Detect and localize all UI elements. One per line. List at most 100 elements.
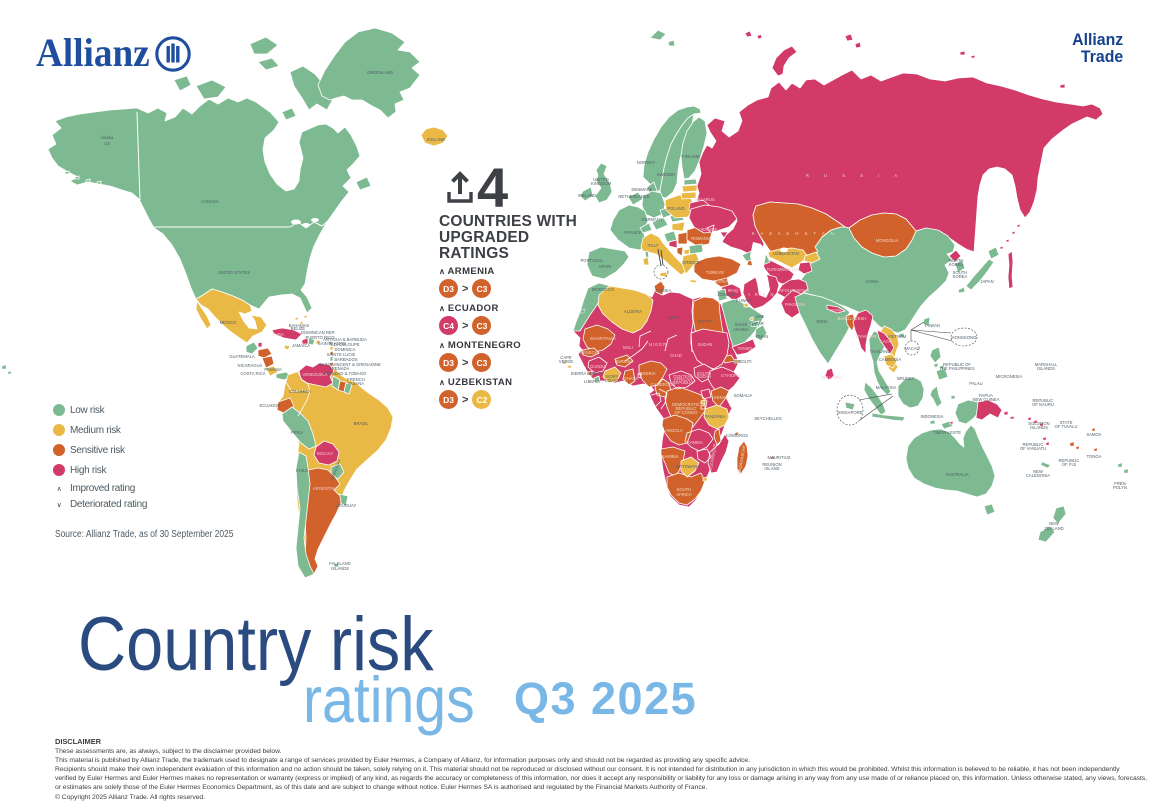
- svg-text:REUNION: REUNION: [762, 462, 781, 467]
- svg-text:MEXICO: MEXICO: [220, 320, 237, 325]
- svg-text:COMOROS: COMOROS: [726, 433, 748, 438]
- svg-text:DEMOCRATIC: DEMOCRATIC: [672, 402, 700, 407]
- svg-text:NICARAGUA: NICARAGUA: [238, 363, 263, 368]
- svg-text:K A Z A K H S T A N: K A Z A K H S T A N: [752, 231, 836, 236]
- svg-text:THE PHILIPPINES: THE PHILIPPINES: [939, 366, 975, 371]
- svg-text:UZBEKISTAN: UZBEKISTAN: [773, 251, 799, 256]
- svg-text:THAILAND: THAILAND: [870, 349, 891, 354]
- svg-text:INDONESIA: INDONESIA: [920, 414, 943, 419]
- svg-text:AUSTRALIA: AUSTRALIA: [945, 472, 968, 477]
- svg-text:CHILE: CHILE: [296, 468, 309, 473]
- svg-text:COAST: COAST: [605, 378, 620, 383]
- svg-text:SOUTH: SOUTH: [953, 270, 968, 275]
- svg-text:NEPAL: NEPAL: [830, 308, 844, 313]
- svg-text:ITALY: ITALY: [647, 243, 658, 248]
- svg-text:Alaska: Alaska: [101, 135, 114, 140]
- svg-text:US: US: [104, 141, 110, 146]
- svg-text:GUADELOUPE: GUADELOUPE: [330, 342, 359, 347]
- svg-text:JORDAN: JORDAN: [717, 292, 734, 297]
- svg-text:OF CONGO: OF CONGO: [675, 410, 699, 415]
- svg-text:BRAZIL: BRAZIL: [354, 421, 369, 426]
- svg-text:LAOS: LAOS: [880, 339, 891, 344]
- svg-text:MONGOLIA: MONGOLIA: [876, 238, 899, 243]
- svg-text:PALAU: PALAU: [969, 381, 982, 386]
- svg-text:OF NAURU: OF NAURU: [1032, 402, 1054, 407]
- svg-text:PUERTO RICO: PUERTO RICO: [306, 335, 336, 340]
- svg-text:CUBA: CUBA: [272, 332, 284, 337]
- svg-text:GUATEMALA: GUATEMALA: [229, 354, 255, 359]
- svg-text:UKRAINE: UKRAINE: [699, 227, 718, 232]
- svg-text:SAINTE LUCIE: SAINTE LUCIE: [327, 352, 356, 357]
- svg-text:SYRIA: SYRIA: [716, 279, 729, 284]
- svg-text:NEW: NEW: [1033, 469, 1043, 474]
- svg-text:ZAMBIA: ZAMBIA: [687, 440, 703, 445]
- svg-text:TURKMENISTAN: TURKMENISTAN: [767, 267, 800, 272]
- svg-text:SAMOA: SAMOA: [1086, 432, 1101, 437]
- svg-text:AFRICA: AFRICA: [676, 492, 692, 497]
- svg-text:TAIWAN: TAIWAN: [924, 323, 940, 328]
- svg-text:ZEALAND: ZEALAND: [1044, 526, 1063, 531]
- svg-text:CHINA: CHINA: [865, 279, 878, 284]
- svg-text:NORTH: NORTH: [949, 258, 964, 263]
- svg-text:SRI LANKA: SRI LANKA: [821, 375, 843, 380]
- svg-text:HONGKONG: HONGKONG: [952, 335, 977, 340]
- svg-text:TONGA: TONGA: [1087, 454, 1102, 459]
- svg-text:GERMANY: GERMANY: [641, 217, 662, 222]
- svg-text:FRANCE: FRANCE: [624, 230, 641, 235]
- svg-text:TANZANIA: TANZANIA: [705, 414, 726, 419]
- svg-text:ISLAND: ISLAND: [764, 466, 779, 471]
- svg-text:REPUBLIC: REPUBLIC: [676, 406, 697, 411]
- svg-text:DJIBOUTI: DJIBOUTI: [732, 359, 751, 364]
- svg-text:SAINTE KITTS: SAINTE KITTS: [318, 341, 346, 346]
- svg-text:SOLOMON: SOLOMON: [1028, 421, 1049, 426]
- svg-text:FREN: FREN: [1114, 481, 1125, 486]
- svg-text:JAPAN: JAPAN: [980, 279, 993, 284]
- svg-text:SOUTH: SOUTH: [697, 371, 712, 376]
- svg-text:MICRONESIA: MICRONESIA: [996, 374, 1023, 379]
- svg-text:ISLANDS: ISLANDS: [1037, 366, 1055, 371]
- svg-text:MAURITIUS: MAURITIUS: [767, 455, 790, 460]
- svg-text:POLAND: POLAND: [667, 206, 684, 211]
- svg-text:BANGLADESH: BANGLADESH: [838, 316, 867, 321]
- svg-text:SIERRA LEONE: SIERRA LEONE: [571, 371, 602, 376]
- svg-text:STATE: STATE: [1060, 420, 1073, 425]
- svg-text:ANGOLA: ANGOLA: [665, 428, 683, 433]
- svg-text:CHAD: CHAD: [670, 353, 682, 358]
- svg-text:SINGAPORE: SINGAPORE: [838, 410, 863, 415]
- svg-text:UNITED: UNITED: [593, 177, 609, 182]
- svg-text:DOMINICA: DOMINICA: [335, 347, 356, 352]
- svg-text:BELARUS: BELARUS: [695, 197, 715, 202]
- svg-text:PAKISTAN: PAKISTAN: [785, 302, 805, 307]
- svg-text:MAURITANIA: MAURITANIA: [590, 336, 616, 341]
- svg-text:IRAQ: IRAQ: [728, 288, 739, 293]
- svg-text:ICELAND: ICELAND: [427, 137, 445, 142]
- svg-text:KUWAIT: KUWAIT: [736, 298, 753, 303]
- svg-text:AFRICAN: AFRICAN: [674, 377, 692, 382]
- svg-text:ALGERIA: ALGERIA: [624, 309, 642, 314]
- svg-text:GHANA: GHANA: [624, 376, 639, 381]
- svg-text:CAMEROON: CAMEROON: [651, 382, 676, 387]
- svg-text:OF VANUATU: OF VANUATU: [1020, 446, 1046, 451]
- svg-text:ARABIA: ARABIA: [733, 327, 749, 332]
- svg-text:NIGERIA: NIGERIA: [638, 371, 655, 376]
- svg-text:NAMIBIA: NAMIBIA: [661, 454, 678, 459]
- svg-text:URUGUAY: URUGUAY: [336, 503, 357, 508]
- svg-text:VENEZUELA: VENEZUELA: [303, 372, 328, 377]
- svg-text:CAPE: CAPE: [560, 355, 572, 360]
- svg-text:TUNISIA: TUNISIA: [655, 288, 672, 293]
- svg-text:NEW: NEW: [1049, 521, 1059, 526]
- svg-text:PAPUA: PAPUA: [979, 393, 993, 398]
- svg-text:UNITED STATES: UNITED STATES: [218, 270, 251, 275]
- svg-text:SOUTH: SOUTH: [677, 487, 692, 492]
- svg-text:ISLANDS: ISLANDS: [1030, 425, 1048, 430]
- svg-text:NORWAY: NORWAY: [637, 160, 656, 165]
- svg-text:SUDAN: SUDAN: [697, 374, 712, 379]
- svg-text:VERDE: VERDE: [559, 359, 574, 364]
- svg-text:OF TUVALU: OF TUVALU: [1054, 424, 1077, 429]
- svg-text:SEYCHELLES: SEYCHELLES: [754, 416, 782, 421]
- svg-text:EGYPT: EGYPT: [698, 319, 713, 324]
- svg-text:GRENADA: GRENADA: [329, 366, 350, 371]
- svg-text:POLYN: POLYN: [1113, 485, 1127, 490]
- svg-text:DOMINICAN REP.: DOMINICAN REP.: [301, 330, 335, 335]
- svg-text:MADAGASCAR: MADAGASCAR: [736, 445, 746, 475]
